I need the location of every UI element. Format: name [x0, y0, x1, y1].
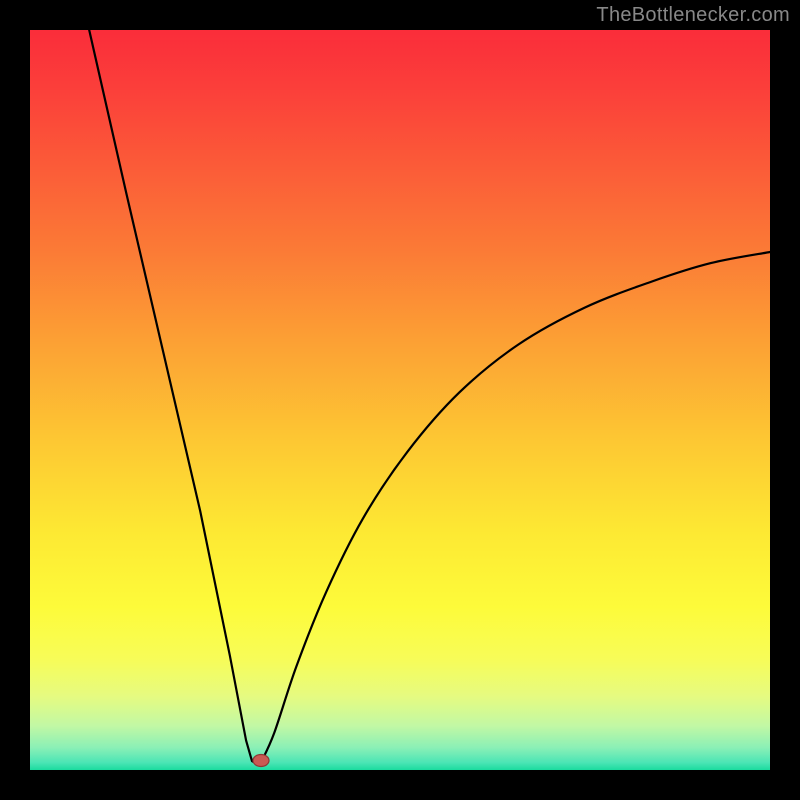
curve-right-branch: [261, 252, 770, 763]
bottleneck-curve: [30, 30, 770, 770]
optimum-marker: [251, 752, 271, 773]
plot-area: [30, 30, 770, 770]
optimum-marker-icon: [251, 752, 271, 768]
watermark-text: TheBottlenecker.com: [596, 4, 790, 27]
curve-left-branch: [89, 30, 261, 763]
